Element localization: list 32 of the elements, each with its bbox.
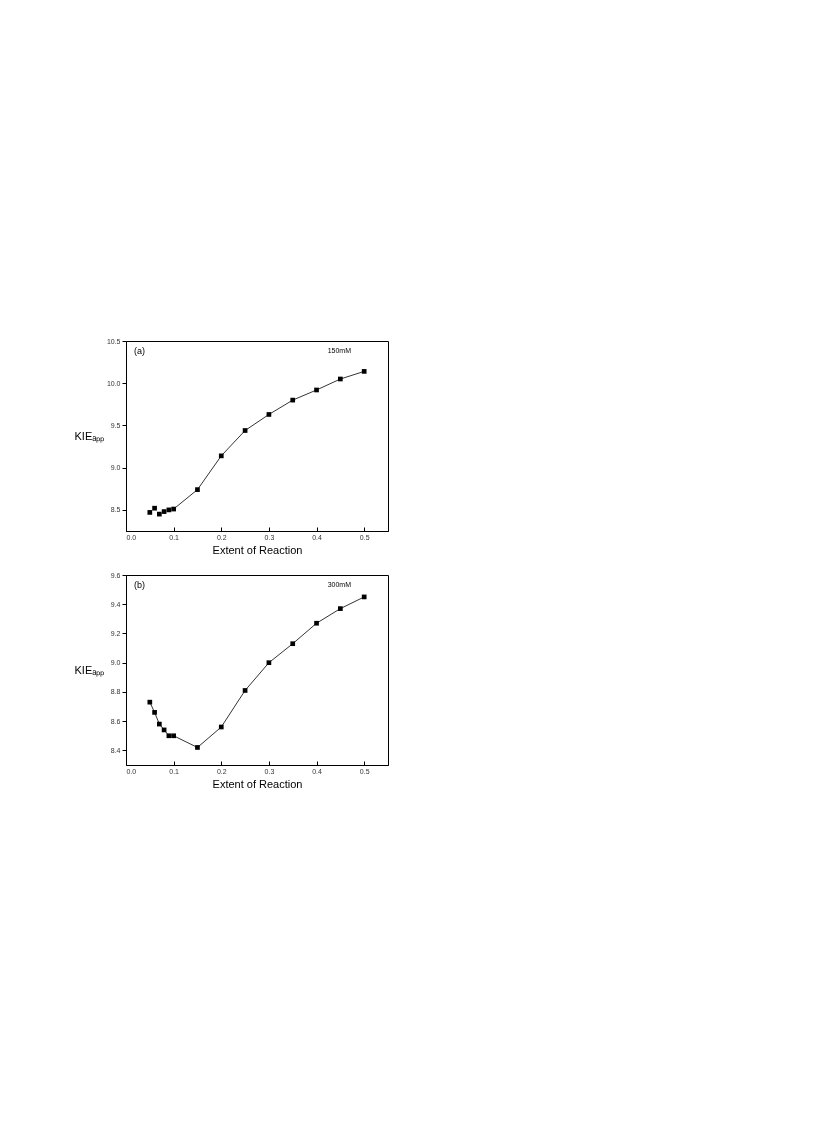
point [218, 724, 224, 730]
point [157, 511, 162, 517]
point [152, 710, 157, 715]
point [290, 641, 296, 647]
point [314, 387, 319, 393]
point [195, 745, 200, 750]
point [161, 509, 167, 514]
point [152, 505, 157, 511]
point [338, 376, 343, 382]
point [242, 688, 248, 693]
point [242, 428, 248, 433]
point [338, 606, 343, 611]
annotation: (a) [134, 346, 145, 356]
point [157, 721, 162, 727]
point [171, 733, 176, 739]
y-axis-title: KIEₐₚₚ [74, 663, 105, 677]
point [314, 620, 319, 626]
point [166, 733, 172, 739]
point [290, 397, 296, 403]
point [218, 453, 224, 459]
point [147, 699, 153, 705]
point [171, 506, 176, 512]
annotation: (b) [134, 580, 145, 590]
y-axis-title: KIEₐₚₚ [74, 429, 105, 443]
point [361, 594, 367, 600]
x-axis-title: Extent of Reaction [212, 777, 303, 790]
point [195, 487, 200, 492]
point [147, 510, 153, 515]
point [266, 412, 272, 417]
point [266, 660, 272, 666]
point [361, 369, 367, 374]
x-axis-title: Extent of Reaction [212, 543, 303, 556]
